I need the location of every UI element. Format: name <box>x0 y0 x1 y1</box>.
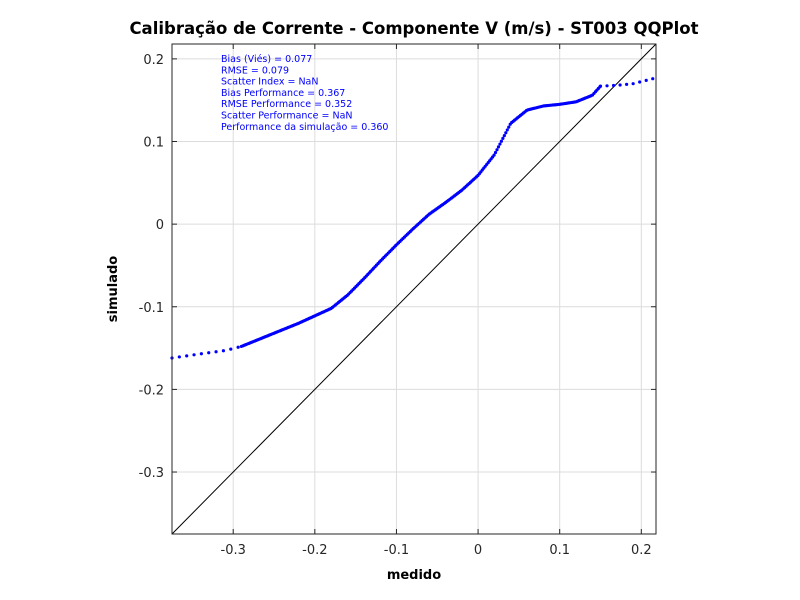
qq-point <box>496 145 501 149</box>
qq-point <box>505 128 509 132</box>
x-tick-label: -0.2 <box>302 543 327 558</box>
qq-point <box>492 153 496 157</box>
stat-line: RMSE Performance = 0.352 <box>221 99 352 110</box>
y-tick-label: -0.3 <box>139 466 164 481</box>
stat-line: Bias Performance = 0.367 <box>221 88 345 99</box>
x-tick-label: 0.1 <box>549 543 570 558</box>
qq-point <box>185 354 189 358</box>
axis-ticks: -0.3 -0.2 -0.1 0 0.1 0.2 -0.3 -0.2 -0.1 0 0.1 0.2 <box>139 44 656 558</box>
reference-line-y-equals-x <box>171 43 657 535</box>
chart-title: Calibração de Corrente - Componente V (m… <box>129 19 698 38</box>
qq-point <box>221 349 226 353</box>
stat-line: Scatter Index = NaN <box>221 77 318 88</box>
x-axis-label: medido <box>387 568 441 583</box>
stat-line: RMSE = 0.079 <box>221 65 289 76</box>
qq-points <box>170 77 655 360</box>
qq-point <box>501 136 505 140</box>
qq-point <box>504 131 508 135</box>
qq-point <box>493 150 498 155</box>
qq-point <box>499 139 504 143</box>
qq-point <box>651 77 655 81</box>
axes-frame <box>171 43 657 535</box>
x-tick-label: -0.1 <box>384 543 409 558</box>
grid-lines <box>172 44 656 534</box>
y-tick-label: 0.2 <box>143 53 164 68</box>
qq-point <box>502 133 506 138</box>
stat-line: Bias (Viés) = 0.077 <box>221 54 312 65</box>
qq-point <box>644 78 648 82</box>
qq-point <box>507 125 511 129</box>
y-tick-label: 0.1 <box>143 136 164 151</box>
x-tick-label: -0.3 <box>221 543 246 558</box>
x-tick-label: 0 <box>474 543 482 558</box>
stat-line: Performance da simulação = 0.360 <box>221 122 388 133</box>
qq-point <box>192 353 196 357</box>
qq-point <box>598 84 603 88</box>
y-axis-label: simulado <box>106 256 121 323</box>
qq-point <box>207 351 211 355</box>
qq-point <box>498 142 502 146</box>
qq-point <box>495 148 499 152</box>
y-tick-label: 0 <box>156 218 164 233</box>
qq-point <box>177 355 181 359</box>
qq-point <box>611 83 616 88</box>
qq-point <box>199 352 203 356</box>
qq-point <box>229 347 233 351</box>
y-tick-label: -0.1 <box>139 301 164 316</box>
qq-point <box>638 80 642 84</box>
qq-point <box>214 350 218 354</box>
qq-point <box>236 345 240 349</box>
qq-point <box>618 83 622 87</box>
qq-point <box>625 82 629 86</box>
qq-point <box>605 84 609 88</box>
stat-line: Scatter Performance = NaN <box>221 111 353 122</box>
x-tick-label: 0.2 <box>631 543 652 558</box>
y-tick-label: -0.2 <box>139 383 164 398</box>
qq-point <box>631 82 635 86</box>
